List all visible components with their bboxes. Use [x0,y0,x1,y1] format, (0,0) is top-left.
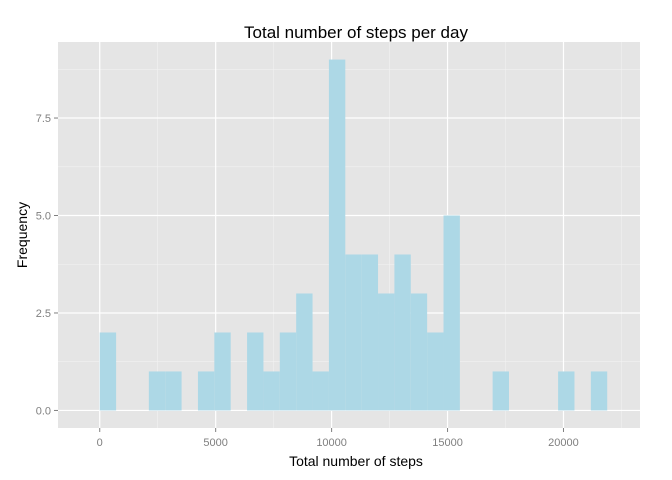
histogram-bar [394,254,411,411]
x-tick-label: 10000 [316,437,347,449]
y-tick-label: 7.5 [36,113,51,125]
histogram-bar [328,59,346,411]
histogram-bar [558,371,575,411]
histogram-bars [99,59,608,411]
histogram-bar [279,332,297,411]
chart-title: Total number of steps per day [244,23,468,42]
x-tick-label: 5000 [203,437,227,449]
histogram-bar [197,371,215,411]
x-tick-label: 0 [97,437,103,449]
histogram-bar [165,371,182,411]
histogram-bar [378,293,395,411]
histogram-bar [492,371,509,411]
histogram-bar [427,332,444,411]
y-tick-label: 2.5 [36,308,51,320]
histogram-bar [312,371,329,411]
x-tick-label: 15000 [432,437,463,449]
x-axis-label: Total number of steps [289,453,423,469]
histogram-bar [410,293,428,411]
x-tick-label: 20000 [548,437,579,449]
y-tick-label: 0.0 [36,405,51,417]
y-tick-label: 5.0 [36,211,51,223]
histogram-bar [361,254,379,411]
histogram-bar [99,332,117,411]
histogram-bar [443,215,460,411]
y-axis-ticks: 0.0 2.5 5.0 7.5 [36,113,58,417]
histogram-bar [345,254,362,411]
y-axis-label: Frequency [14,202,30,268]
histogram-bar [214,332,231,411]
x-axis-ticks: 0 5000 10000 15000 20000 [97,428,579,449]
histogram-bar [263,371,280,411]
histogram-bar [296,293,313,411]
histogram-bar [247,332,264,411]
histogram-bar [590,371,608,411]
histogram-bar [148,371,166,411]
